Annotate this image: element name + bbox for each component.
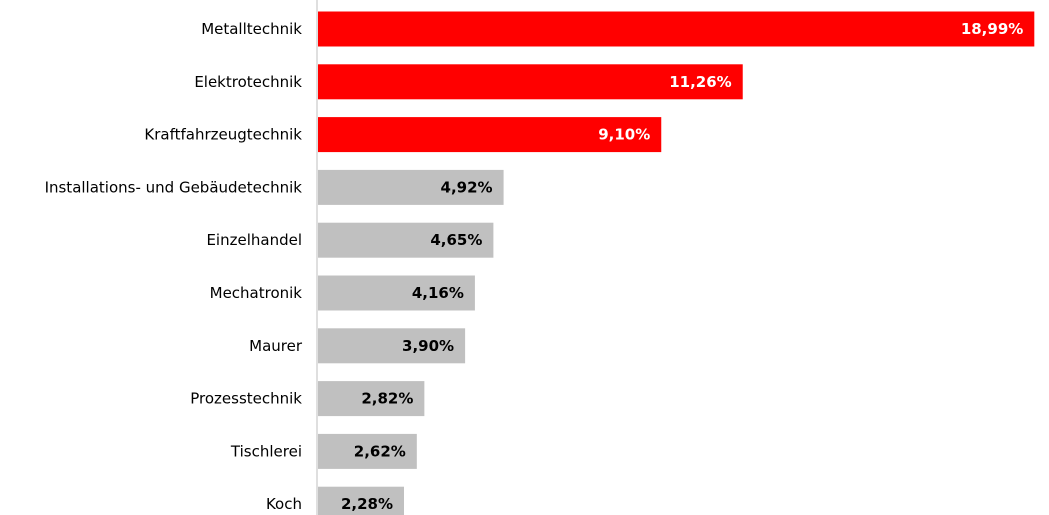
bar [318, 222, 494, 258]
bar-group: Maurer 3,90% [249, 328, 466, 364]
bar [318, 64, 743, 100]
category-label: Installations- und Gebäudetechnik [45, 178, 303, 196]
bar [318, 328, 466, 364]
bar-group: Kraftfahrzeugtechnik 9,10% [144, 117, 662, 153]
value-label: 3,90% [402, 337, 454, 355]
bar-group: Tischlerei 2,62% [230, 433, 417, 469]
category-label: Elektrotechnik [194, 73, 302, 91]
value-label: 2,62% [354, 442, 406, 460]
category-label: Prozesstechnik [190, 390, 302, 408]
bar [318, 275, 475, 311]
bar-group: Installations- und Gebäudetechnik 4,92% [45, 169, 504, 205]
bar [318, 169, 504, 205]
value-label: 2,28% [341, 495, 393, 513]
category-label: Koch [266, 495, 302, 513]
bar-group: Prozesstechnik 2,82% [190, 381, 425, 417]
category-label: Mechatronik [210, 284, 303, 302]
bar-group: Einzelhandel 4,65% [206, 222, 494, 258]
value-label: 18,99% [961, 20, 1023, 38]
value-label: 4,92% [441, 178, 493, 196]
bar-group: Elektrotechnik 11,26% [194, 64, 743, 100]
value-label: 11,26% [669, 73, 731, 91]
bar [318, 381, 425, 417]
value-label: 4,65% [430, 231, 482, 249]
category-label: Kraftfahrzeugtechnik [144, 126, 302, 144]
category-label: Tischlerei [230, 442, 302, 460]
bar [318, 117, 662, 153]
category-label: Metalltechnik [201, 20, 302, 38]
bar [318, 11, 1035, 47]
category-label: Einzelhandel [206, 231, 302, 249]
bar [318, 486, 405, 515]
bar [318, 433, 417, 469]
bar-group: Koch 2,28% [266, 486, 405, 515]
category-label: Maurer [249, 337, 303, 355]
value-label: 9,10% [598, 126, 650, 144]
bar-group: Mechatronik 4,16% [210, 275, 475, 311]
bar-group: Metalltechnik 18,99% [201, 11, 1035, 47]
value-label: 2,82% [361, 390, 413, 408]
value-label: 4,16% [412, 284, 464, 302]
